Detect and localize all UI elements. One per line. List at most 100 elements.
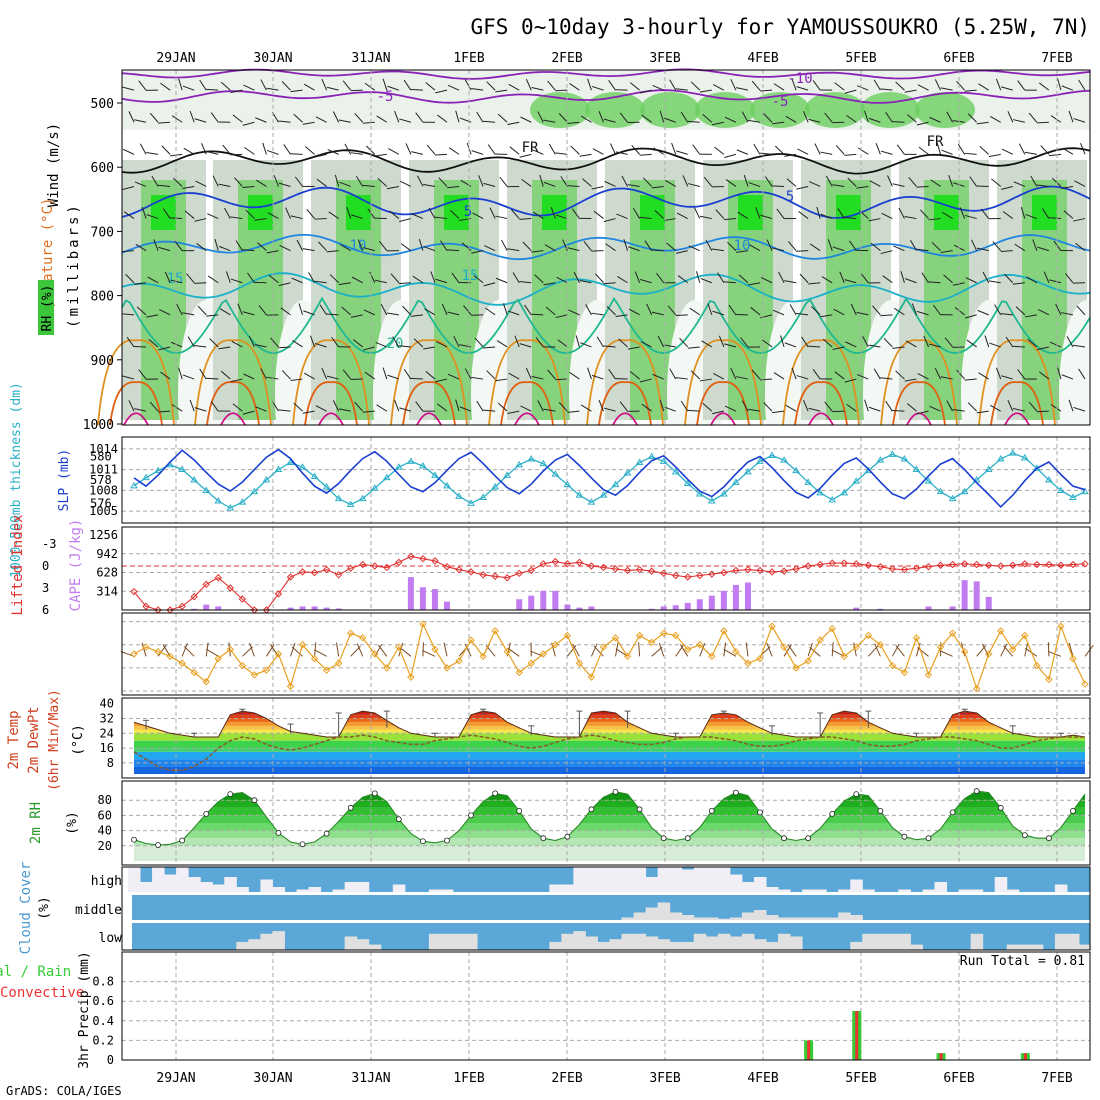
rh-upper-blob	[915, 92, 975, 128]
wind-barb	[220, 370, 231, 380]
wind10m-barb	[783, 644, 792, 657]
rh2m-point	[564, 833, 571, 840]
wind-barb	[1001, 375, 1013, 380]
wind-barb	[917, 84, 929, 91]
wind-barb	[846, 403, 857, 412]
lifted-index-point	[190, 593, 198, 601]
wind10m-barb	[593, 645, 604, 657]
rh-band	[134, 815, 1085, 823]
rh2m-point	[877, 807, 884, 814]
wind-barb	[730, 79, 737, 91]
cape-bar	[877, 608, 884, 610]
wind-barb	[278, 120, 291, 123]
lifted-index-tick-label: 3	[42, 581, 49, 595]
wind-barb	[749, 244, 761, 252]
wind-barb	[212, 175, 219, 187]
thickness-point	[900, 455, 909, 462]
lifted-index-point	[575, 558, 584, 567]
wind-barb	[892, 346, 905, 349]
wind-barb	[928, 218, 941, 221]
wind-barb	[258, 305, 267, 316]
wind-barb	[873, 79, 881, 91]
cloud-bar-low	[633, 933, 647, 950]
slp-line	[133, 448, 1086, 509]
cloud-bar-low	[453, 933, 466, 950]
lifted-index-tick-label: 0	[42, 559, 49, 573]
cape-bar	[299, 606, 306, 610]
run-total-label: Run Total = 0.81	[960, 954, 1085, 969]
lifted-index-point	[852, 560, 860, 568]
wind-barb	[435, 378, 448, 383]
contour-label: -5	[377, 89, 394, 105]
rh2m-point	[588, 806, 595, 813]
wind-barb	[606, 306, 616, 316]
precip-conv-bar	[1023, 1053, 1027, 1060]
cape-bar	[985, 596, 992, 610]
wind-barb	[940, 87, 953, 91]
rh-band-bright	[248, 195, 273, 230]
wind-barb	[411, 151, 424, 155]
wind-barb	[824, 401, 833, 412]
wind-barb	[1000, 313, 1013, 316]
wind-barb	[230, 216, 243, 220]
wind-barb	[508, 372, 520, 380]
wind-barb	[450, 209, 460, 219]
wind-barb	[917, 373, 929, 380]
wind-barb	[669, 368, 677, 380]
cloud-bar-low	[236, 941, 249, 950]
cloud-bar-low	[850, 941, 863, 950]
wind10m-speed-point	[346, 629, 355, 637]
temp-band	[134, 714, 1085, 719]
wind-barb	[315, 116, 327, 123]
wind-barb	[382, 78, 388, 91]
cloud-bar-middle	[621, 917, 635, 920]
wind-barb	[627, 346, 640, 350]
wind-barb	[857, 147, 869, 155]
wind-barb	[424, 308, 436, 316]
wind-barb	[464, 79, 472, 91]
cape-ylabel: CAPE (J/kg)	[68, 519, 84, 612]
cloud-bar-middle	[765, 915, 779, 920]
temp-color-bands	[134, 711, 1085, 774]
rh-band-bright	[542, 195, 567, 230]
cape-bar	[696, 599, 703, 610]
cloud-bar-high	[741, 882, 755, 892]
wind10m-speed-point	[708, 652, 716, 661]
wind-barb	[519, 153, 532, 158]
temperature-contour-35	[808, 412, 834, 426]
lifted-index-point	[1081, 560, 1089, 568]
rh2m-point	[1045, 835, 1052, 842]
wind-barb	[724, 343, 737, 348]
wind-barb	[690, 370, 701, 380]
wind-barb	[1057, 78, 1062, 91]
wind-barb	[225, 271, 231, 283]
wind-barb	[483, 120, 496, 123]
wind-barb	[908, 176, 917, 187]
wind-barb	[495, 277, 508, 284]
lifted-index-point	[238, 595, 247, 603]
wind-barb	[398, 345, 411, 348]
cape-bar	[323, 607, 330, 610]
wind-barb	[929, 116, 941, 123]
wind-barb	[362, 410, 375, 413]
cloud-bar-high	[296, 889, 310, 892]
wind-barb	[692, 144, 701, 155]
thickness-point	[852, 477, 861, 484]
cloud-bar-low	[344, 936, 358, 950]
temp-band	[134, 740, 1085, 749]
lifted-index-point	[274, 590, 283, 598]
wind-barb	[741, 400, 749, 412]
wind-barb	[214, 238, 219, 251]
lifted-index-point	[948, 560, 957, 569]
precip-tick-label: 0.2	[92, 1033, 114, 1047]
cloud-bar-high	[657, 867, 671, 892]
slp-tick-label: 1011	[89, 463, 118, 477]
wind10m-barb	[939, 650, 953, 657]
upper-ylabel-wind: Wind (m/s)	[46, 123, 62, 207]
wind-barb	[1039, 371, 1050, 380]
cloud-bar-high	[440, 889, 454, 892]
wind-barb	[976, 410, 989, 414]
rh2m-point	[612, 788, 619, 795]
wind-barb	[399, 218, 411, 222]
wind-barb	[587, 367, 592, 380]
